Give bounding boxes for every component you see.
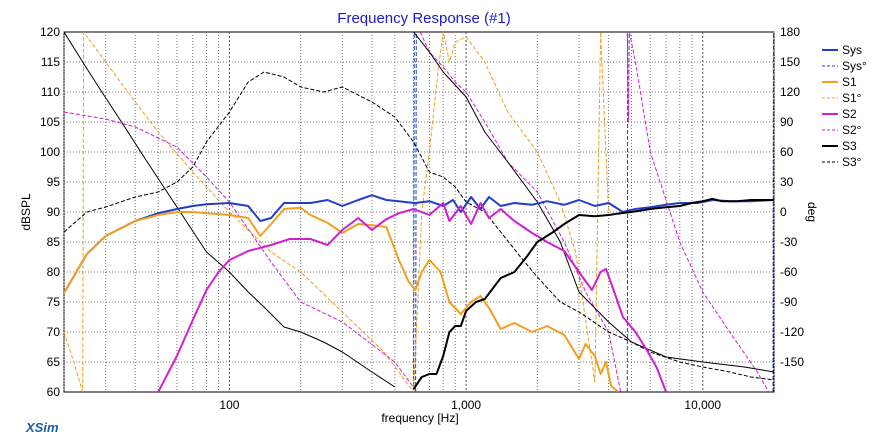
y-right-tick-label: -150 — [780, 355, 804, 369]
y-left-tick-label: 105 — [40, 115, 60, 129]
series-line-s3-phase — [64, 71, 774, 381]
y-left-tick-label: 95 — [47, 175, 61, 189]
y-right-tick-label: 60 — [780, 145, 794, 159]
y-left-tick-label: 70 — [47, 325, 61, 339]
x-tick-label: 100 — [219, 398, 239, 412]
series-line-sys — [64, 194, 774, 294]
y-right-tick-label: 150 — [780, 55, 800, 69]
y-right-axis-ticks: -150 -120 -90 -60 -30 0 30 60 90 120 150 180 — [780, 25, 804, 369]
y-left-axis-label: dBSPL — [19, 193, 33, 231]
x-axis-label: frequency [Hz] — [381, 411, 458, 425]
y-right-tick-label: 180 — [780, 25, 800, 39]
series-line-aux — [64, 32, 774, 388]
y-right-axis-label: deg — [805, 202, 819, 222]
y-left-tick-label: 120 — [40, 25, 60, 39]
y-right-tick-label: -90 — [780, 295, 798, 309]
legend: Sys Sys° S1 S1° S2 S2° S3 S3° — [822, 43, 867, 169]
y-right-tick-label: 30 — [780, 175, 794, 189]
y-right-tick-label: 90 — [780, 115, 794, 129]
y-left-tick-label: 100 — [40, 145, 60, 159]
y-left-tick-label: 85 — [47, 235, 61, 249]
series-line-s2 — [157, 202, 668, 392]
y-left-tick-label: 90 — [47, 205, 61, 219]
y-left-tick-label: 110 — [41, 85, 60, 99]
x-axis-ticks: 100 1,000 10,000 — [219, 398, 721, 412]
y-left-tick-label: 80 — [47, 265, 61, 279]
xsim-logo: XSim — [25, 420, 59, 435]
y-right-tick-label: -120 — [780, 325, 804, 339]
legend-label: Sys — [842, 43, 862, 57]
legend-label: S1 — [842, 75, 857, 89]
y-right-tick-label: -30 — [780, 235, 798, 249]
y-left-tick-label: 75 — [47, 295, 61, 309]
legend-label: S3 — [842, 139, 857, 153]
y-left-tick-label: 60 — [47, 385, 61, 399]
y-left-axis-ticks: 60 65 70 75 80 85 90 95 100 105 110 115 120 — [40, 25, 60, 399]
y-left-tick-label: 115 — [41, 55, 60, 69]
y-right-tick-label: 120 — [780, 85, 800, 99]
y-left-tick-label: 65 — [47, 355, 61, 369]
legend-label: S1° — [842, 91, 862, 105]
x-tick-label: 10,000 — [684, 398, 721, 412]
y-right-tick-label: -60 — [780, 265, 798, 279]
series-line-sys-phase — [413, 32, 774, 392]
y-right-tick-label: 0 — [780, 205, 787, 219]
series-line-s3 — [412, 197, 774, 390]
series-line-s1 — [64, 206, 620, 392]
x-tick-label: 1,000 — [451, 398, 481, 412]
legend-label: Sys° — [842, 59, 867, 73]
legend-label: S3° — [842, 155, 862, 169]
series-layer — [64, 32, 774, 392]
chart-title: Frequency Response (#1) — [337, 10, 510, 27]
legend-label: S2° — [842, 123, 862, 137]
legend-label: S2 — [842, 107, 857, 121]
